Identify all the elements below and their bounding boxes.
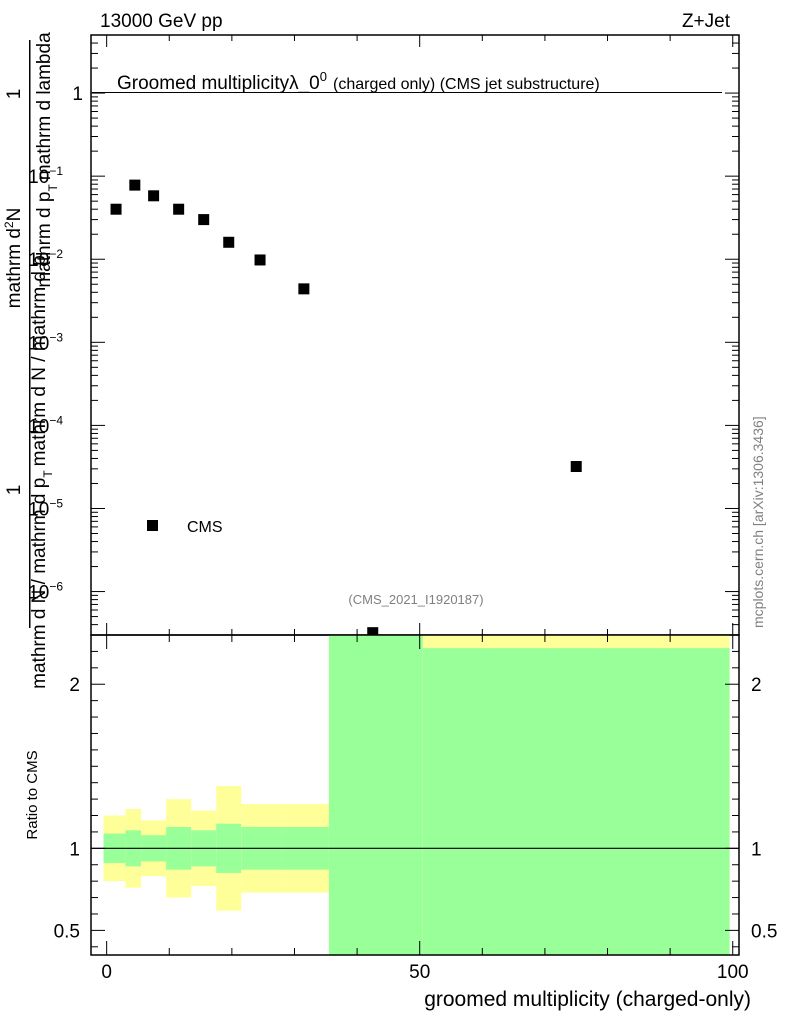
- x-axis-label: groomed multiplicity (charged-only): [424, 988, 751, 1011]
- main-y-tick-label: 10−2: [28, 247, 63, 271]
- ratio-plot: 0.5 0.5 1 1 2 2 0 50 100 Ratio to CMS groomed mu…: [24, 634, 777, 1011]
- data-point: [148, 190, 160, 202]
- y-axis-label: 1 mathrm d2N mathrm d pTmathrm d lambda …: [2, 32, 60, 689]
- ylabel-top-frac-num: mathrm d2N: [2, 208, 25, 309]
- analysis-id: (CMS_2021_I1920187): [348, 592, 483, 607]
- data-point: [254, 254, 266, 266]
- header-right: Z+Jet: [682, 11, 731, 32]
- ylabel-bottom-den: mathrm d N / mathrm d pTmathrm d N / mat…: [29, 255, 55, 689]
- header-left: 13000 GeV pp: [100, 11, 223, 32]
- x-tick-label: 0: [101, 962, 112, 983]
- plot-title: Groomed multiplicityλ_00 (charged only) (…: [117, 69, 600, 94]
- title-underline: [92, 92, 722, 93]
- data-point: [129, 179, 141, 191]
- ratio-y-tick-label-right: 0.5: [751, 921, 777, 942]
- main-y-tick-label: 10−3: [28, 330, 63, 354]
- legend-label: CMS: [187, 519, 223, 536]
- main-markers: [110, 179, 582, 639]
- ratio-y-tick-label-right: 2: [751, 675, 762, 696]
- data-point: [223, 236, 235, 248]
- plot-title-sup: 0: [320, 69, 327, 84]
- header: 13000 GeV pp Z+Jet: [100, 11, 731, 32]
- ratio-y-label: Ratio to CMS: [24, 750, 41, 839]
- ylabel-top-one: 1: [4, 89, 25, 100]
- main-y-tick-label: 10−5: [28, 496, 63, 520]
- data-point: [173, 203, 185, 215]
- data-point: [198, 214, 210, 226]
- ylabel-top-frac-bar: [29, 40, 31, 258]
- main-y-tick-label: 10−1: [28, 164, 63, 188]
- main-plot: 1 10−1 10−2 10−3 10−4 10−5 10−6 Groomed multip…: [2, 32, 740, 689]
- ratio-plot-frame: [90, 634, 740, 956]
- legend: CMS: [147, 519, 223, 536]
- main-y-tick-label: 10−4: [28, 413, 63, 437]
- plot-title-tail: (charged only) (CMS jet substructure): [333, 76, 600, 93]
- x-tick-label: 100: [717, 962, 749, 983]
- ylabel-bottom-num: 1: [4, 485, 25, 496]
- ratio-bands: [103, 635, 730, 955]
- main-y-ticks: 1 10−1 10−2 10−3 10−4 10−5 10−6: [28, 34, 739, 636]
- ratio-y-tick-label: 1: [69, 839, 80, 860]
- ylabel-top-frac-den: mathrm d pTmathrm d lambda: [34, 32, 60, 288]
- main-y-tick-label: 1: [72, 84, 83, 105]
- ratio-y-tick-label: 2: [69, 675, 80, 696]
- legend-marker: [147, 520, 158, 531]
- ylabel-bottom-frac-bar: [29, 258, 31, 628]
- main-plot-frame: [90, 34, 740, 636]
- data-point: [110, 203, 122, 215]
- ratio-band-inner: [422, 648, 730, 955]
- side-label: mcplots.cern.ch [arXiv:1306.3436]: [750, 416, 766, 628]
- ratio-band-inner: [328, 635, 423, 955]
- data-point: [298, 283, 310, 295]
- data-point: [367, 627, 379, 639]
- ratio-ticks: 0.5 0.5 1 1 2 2 0 50 100: [54, 634, 777, 983]
- plot-title-main: Groomed multiplicityλ_0: [117, 73, 320, 94]
- ratio-y-tick-label-right: 1: [751, 839, 762, 860]
- x-tick-label: 50: [409, 962, 430, 983]
- ratio-y-tick-label: 0.5: [54, 921, 80, 942]
- data-point: [570, 461, 582, 473]
- main-y-tick-label: 10−6: [28, 580, 63, 604]
